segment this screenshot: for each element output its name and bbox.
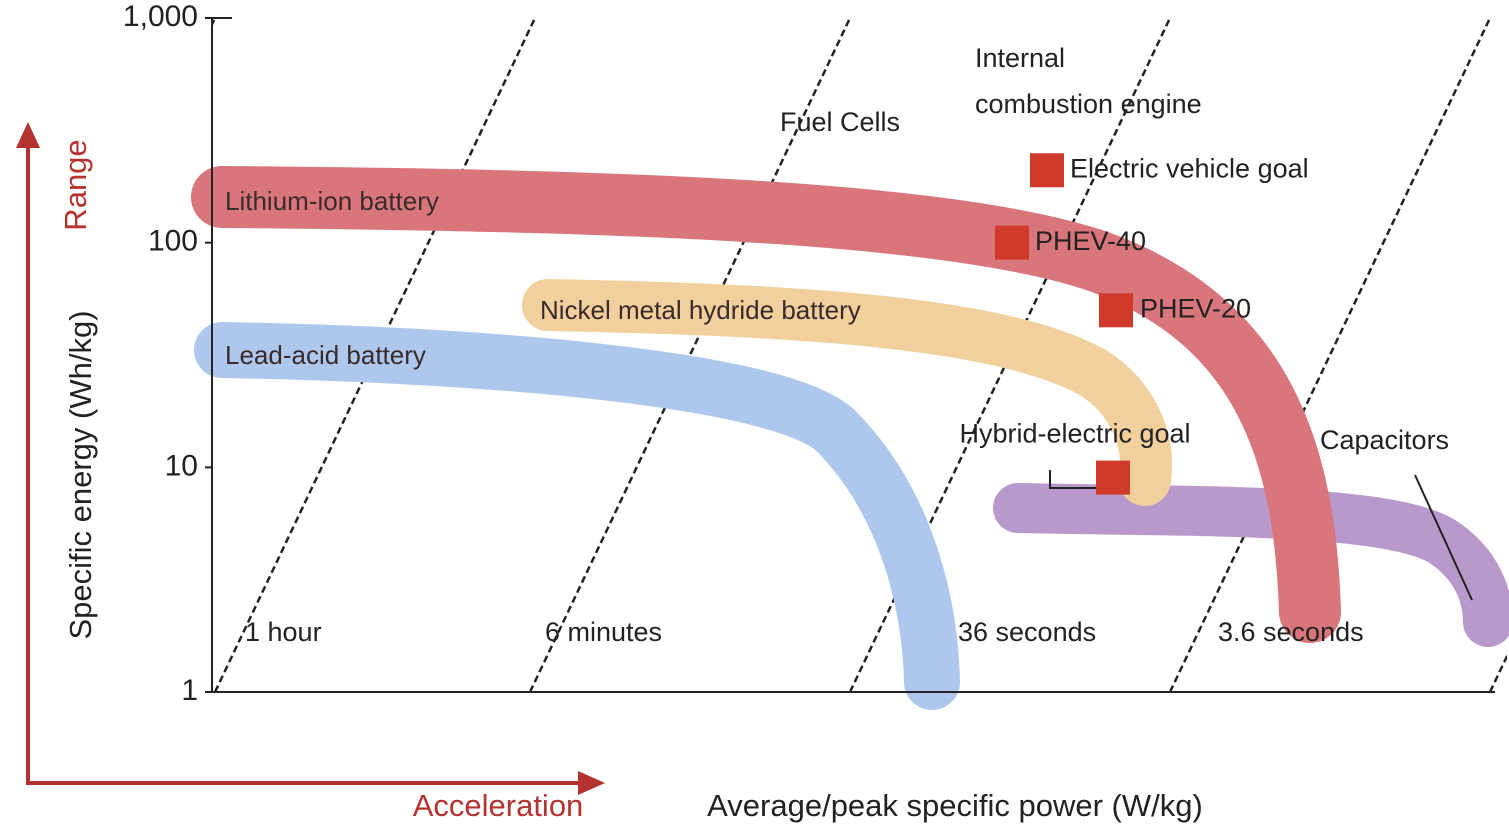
y-tick-label: 100 (148, 225, 198, 258)
y-axis-label: Specific energy (Wh/kg) (63, 310, 98, 639)
acceleration-label: Acceleration (413, 788, 584, 823)
arrow-head (578, 771, 605, 795)
y-tick-label: 1 (181, 674, 198, 707)
band (194, 322, 960, 710)
leader-line (1049, 470, 1100, 489)
marker-label: PHEV-40 (1035, 226, 1146, 256)
time-label: 6 minutes (545, 617, 662, 647)
y-tick-label: 1,000 (123, 0, 198, 33)
time-label: 1 hour (245, 617, 322, 647)
band-label: Lead-acid battery (225, 340, 426, 370)
goal-marker (1096, 460, 1130, 495)
bands (191, 166, 1509, 710)
band (522, 279, 1173, 506)
arrow-head (16, 122, 40, 148)
time-line (528, 17, 852, 692)
annotation: combustion engine (975, 89, 1202, 119)
goal-marker (1030, 153, 1064, 188)
time-line (212, 17, 217, 28)
time-line (1168, 17, 1492, 692)
band (191, 166, 1341, 643)
leader-line (1414, 474, 1473, 601)
marker-label: Hybrid-electric goal (959, 419, 1190, 449)
marker-label: Electric vehicle goal (1070, 153, 1309, 183)
goal-marker (995, 225, 1029, 260)
band-label: Lithium-ion battery (225, 186, 439, 216)
band-label: Nickel metal hydride battery (540, 295, 861, 325)
band (993, 483, 1509, 647)
time-line (213, 17, 537, 692)
band-label: Capacitors (1320, 425, 1449, 455)
time-label: 36 seconds (958, 617, 1096, 647)
x-axis-label: Average/peak specific power (W/kg) (707, 788, 1203, 823)
range-label: Range (58, 139, 93, 230)
time-label: 3.6 seconds (1218, 617, 1364, 647)
annotation: Internal (975, 43, 1065, 73)
annotation: Fuel Cells (780, 107, 900, 137)
y-tick-label: 10 (165, 449, 198, 482)
goal-marker (1099, 293, 1133, 328)
marker-label: PHEV-20 (1140, 293, 1251, 323)
